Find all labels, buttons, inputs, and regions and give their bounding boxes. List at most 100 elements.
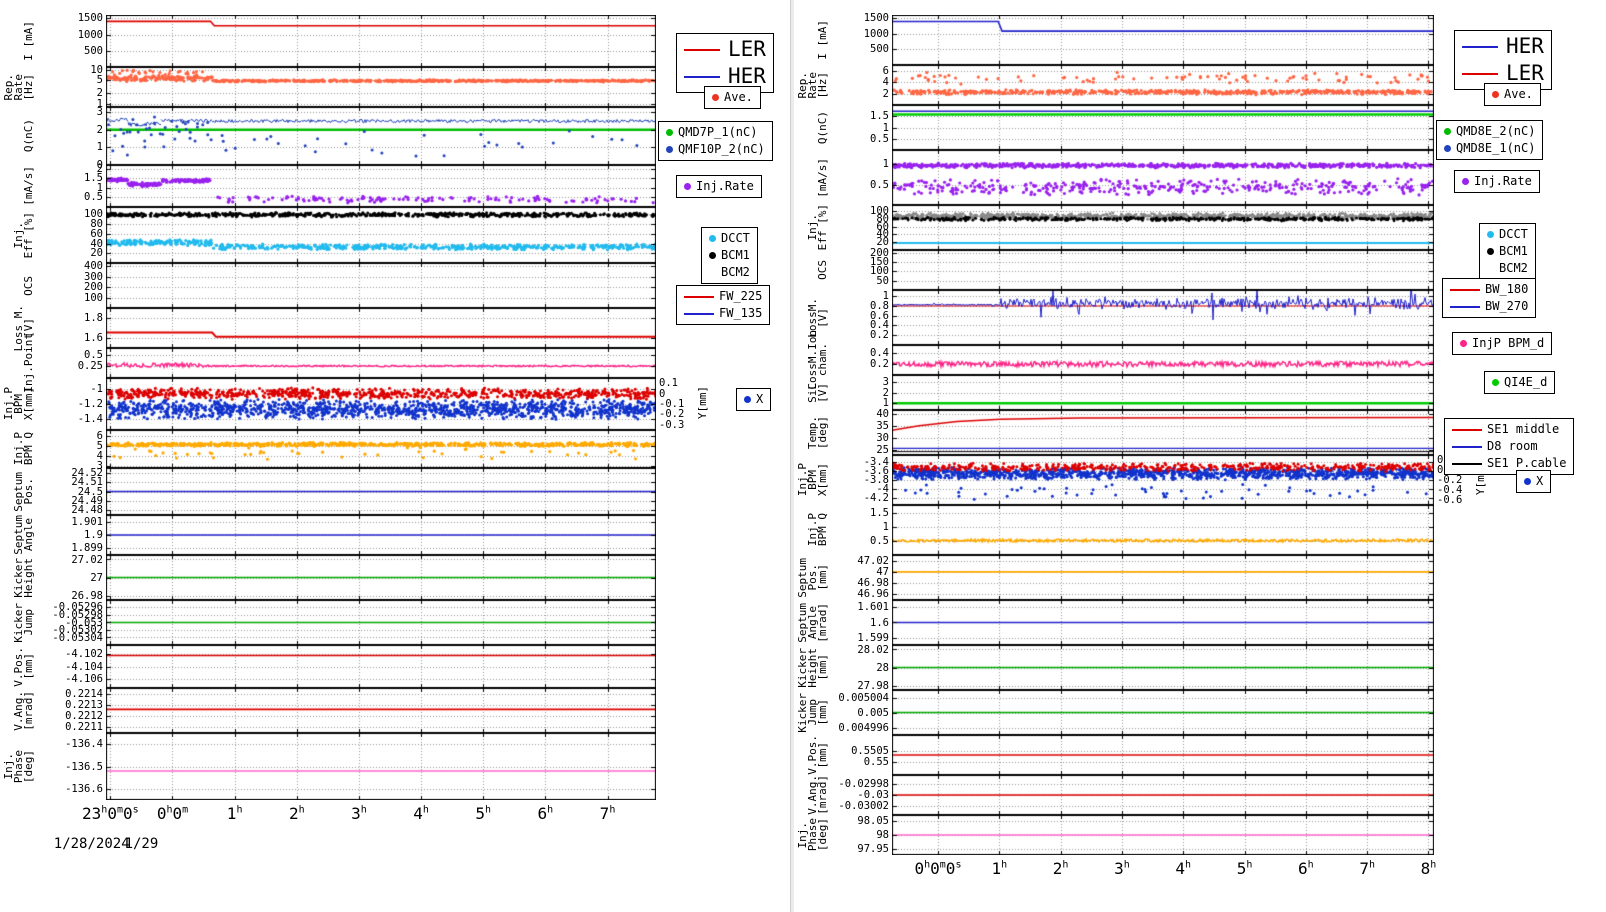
inj-phase-y-ticks: 98.05 98 97.95 — [828, 815, 892, 856]
inj-phase-axis-label: Inj. Phase [deg] — [796, 818, 829, 852]
y-tick-label: 500 — [84, 44, 103, 57]
right-y-tick-label: 0.1 — [659, 377, 678, 390]
plot-row-septum-angle: Septum Angle [mrad] 1.601 1.6 1.599 — [794, 600, 1606, 645]
plot-row-bunch-charge: Q(nC) 3 2 1 0 — [0, 106, 790, 171]
legend-item: HER — [1462, 33, 1544, 60]
se1-middle-marker — [1452, 428, 1482, 431]
y-tick-label: 0.5 — [84, 191, 103, 204]
bw-270-marker — [1450, 305, 1480, 308]
legend-item: FW_225 — [684, 288, 762, 305]
x-tick-label: 6h — [537, 804, 554, 823]
septum-pos-y-ticks: 47.02 47 46.98 46.96 — [828, 554, 892, 601]
y-tick-label: 100 — [84, 291, 103, 304]
x-tick-label: 6h — [1298, 859, 1314, 878]
y-tick-label: 24.49 — [71, 494, 103, 507]
y-tick-label: -136.4 — [65, 738, 103, 751]
plot-row-kicker-jump: Kicker Jump -0.05296 -0.05298 -0.053 -0.05302… — [0, 600, 790, 645]
y-tick-label: 1 — [882, 289, 889, 302]
legend-item: QMD8E_2(nC) — [1444, 123, 1535, 140]
y-tick-label: 4 — [882, 76, 889, 89]
injp-bpm-x-plot — [106, 378, 656, 430]
fw-225-marker — [684, 295, 714, 298]
y-tick-label: 100 — [870, 265, 889, 278]
y-tick-label: 0.5 — [870, 535, 889, 548]
y-tick-label: 0.5 — [870, 178, 889, 191]
inj-rate-marker — [684, 183, 691, 190]
x-tick-label: 3h — [351, 804, 367, 823]
x-tick-label: 23h0m0s — [82, 804, 139, 823]
inj-rate-y-ticks: 1 0.5 — [828, 150, 892, 205]
injp-bpm-q-axis-label: Inj.P BPM Q — [12, 432, 35, 466]
y-tick-label: 0.2211 — [65, 721, 103, 734]
legend-item: Ave. — [712, 89, 753, 106]
right-y-tick-label: 0 — [659, 387, 666, 400]
dcct-marker — [709, 235, 716, 242]
y-tick-label: 28.02 — [857, 643, 889, 656]
dcct-marker — [1487, 231, 1494, 238]
legend-item: QMD7P_1(nC) — [666, 124, 765, 141]
y-tick-label: 1.601 — [857, 601, 889, 614]
legend-item: Inj.Rate — [684, 178, 754, 195]
ave-marker — [1492, 91, 1499, 98]
rep-rate-y-ticks: 10 5 2 1 — [34, 64, 106, 110]
inj-rate-plot — [106, 165, 656, 207]
inj-rate-axis-label: [mA/s] — [816, 157, 829, 198]
y-tick-label: 1 — [882, 121, 889, 134]
legend-label: BW_270 — [1485, 299, 1529, 313]
inj-eff-axis-label: Inj. Eff [%] — [12, 211, 35, 259]
injp-bpm-x-right-y-ticks: 0.1 0 -0.1 -0.2 -0.3 — [659, 377, 699, 431]
legend-item: HER — [684, 63, 766, 90]
y-tick-label: 100 — [84, 208, 103, 221]
plot-row-loss-monitor: LossM. [V] 1 0.8 0.6 0.4 0.2 — [794, 290, 1606, 345]
inj-point-y-ticks: 0.5 0.25 — [34, 348, 106, 378]
date-label: 1/29 — [124, 836, 159, 852]
legend-label: QI4E_d — [1504, 375, 1548, 389]
legend-item: SE1 middle — [1452, 421, 1566, 438]
legend-label: SE1 middle — [1487, 422, 1560, 436]
legend-label: HER — [1506, 34, 1544, 58]
kicker-height-y-ticks: 28.02 28 27.98 — [828, 643, 892, 692]
plot-row-beam-current: I [mA] 1500 1000 500 — [0, 12, 790, 67]
x-axis: 23h0m0s 0h0m 1h 2h 3h 4h 5h 6h 7h — [82, 804, 656, 834]
beam-current-axis-label: I [mA] — [22, 21, 35, 61]
septum-pos-axis-label: Septum Pos. — [12, 471, 35, 512]
legend-item: D8 room — [1452, 438, 1566, 455]
bunch-charge-plot — [892, 105, 1434, 150]
inj-rate-marker — [1462, 178, 1469, 185]
right-y-tick-label: -0.6 — [1437, 494, 1463, 506]
legend-label: QMD7P_1(nC) — [678, 125, 758, 139]
legend-dcct: DCCT BCM1 BCM2 — [701, 227, 758, 284]
y-tick-label: -4.102 — [65, 648, 103, 661]
date-label: 1/28/2024 — [53, 836, 130, 852]
x-tick-label: 3h — [1114, 859, 1130, 878]
y-tick-label: 47.02 — [857, 554, 889, 567]
ave-marker — [712, 94, 719, 101]
ocs-y-ticks: 200 150 100 50 — [828, 246, 892, 290]
y-tick-label: 0.2213 — [65, 698, 103, 711]
y-tick-label: 0.005004 — [838, 691, 889, 704]
v-pos-axis-label: V.Pos. [mm] — [12, 646, 35, 687]
legend-label: QMD8E_2(nC) — [1456, 124, 1536, 138]
y-tick-label: 1.8 — [84, 312, 103, 324]
plot-row-injp-bpm-x: Inj.P BPM X[mm] -1 -1.2 -1.4 0.1 0 -0.1 -0.2 -0.3 Y… — [0, 377, 790, 431]
y-tick-label: 40 — [876, 228, 889, 241]
rep-rate-axis-label: Rep. Rate [Hz] — [2, 73, 35, 101]
y-tick-label: 1500 — [77, 12, 103, 25]
legend-label: DCCT — [1499, 227, 1528, 241]
plot-row-septum-pos: Septum Pos. [mm] 47.02 47 46.98 46.96 — [794, 555, 1606, 600]
v-pos-plot — [106, 645, 656, 688]
ocs-axis-label: OCS — [816, 260, 829, 280]
ocs-plot — [106, 263, 656, 308]
loss-monitor-plot — [892, 290, 1434, 345]
inj-eff-plot — [106, 207, 656, 263]
y-tick-label: 200 — [870, 246, 889, 259]
y-tick-label: 1.901 — [71, 515, 103, 528]
legend-x: X — [1516, 470, 1552, 493]
x-tick-label: 8h — [1420, 859, 1437, 878]
legend-item: Inj.Rate — [1462, 173, 1532, 190]
y-tick-label: 0.2 — [870, 329, 889, 342]
y-tick-label: 1000 — [77, 28, 103, 41]
injp-bpm-d-marker — [1460, 340, 1467, 347]
bcm2-marker — [709, 269, 716, 276]
